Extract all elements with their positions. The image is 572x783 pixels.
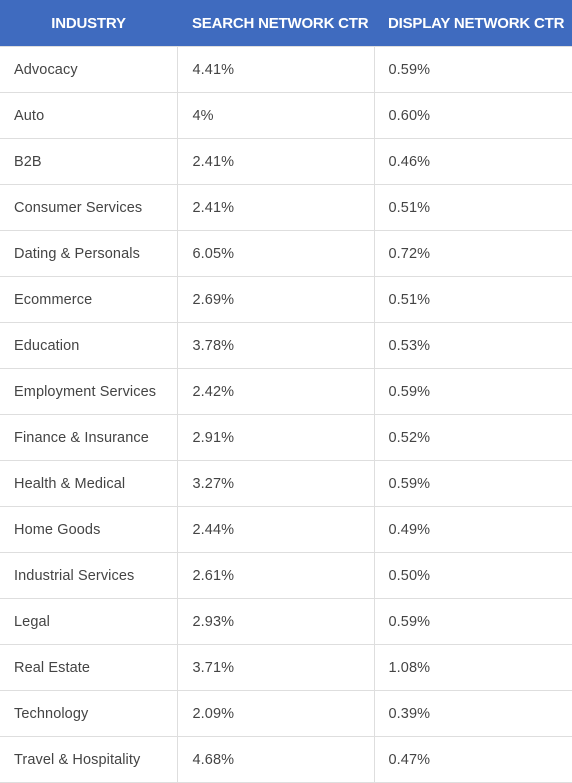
display-ctr-cell: 0.72% [373,230,572,277]
display-ctr-cell: 0.47% [373,736,572,783]
table-row: Auto 4% 0.60% [0,92,572,139]
display-ctr-cell: 0.39% [373,690,572,737]
table-row: Home Goods 2.44% 0.49% [0,506,572,553]
industry-cell: Dating & Personals [0,230,178,277]
table-body: Advocacy 4.41% 0.59% Auto 4% 0.60% B2B 2… [0,46,572,783]
table-row: Employment Services 2.42% 0.59% [0,368,572,415]
display-ctr-cell: 0.53% [373,322,572,369]
column-header-display-ctr: DISPLAY NETWORK CTR [374,0,572,47]
table-row: Travel & Hospitality 4.68% 0.47% [0,736,572,783]
industry-cell: Travel & Hospitality [0,736,178,783]
search-ctr-cell: 3.71% [176,644,375,691]
table-row: Ecommerce 2.69% 0.51% [0,276,572,323]
display-ctr-cell: 0.60% [373,92,572,139]
search-ctr-cell: 2.42% [176,368,375,415]
display-ctr-cell: 0.46% [373,138,572,185]
industry-cell: Health & Medical [0,460,178,507]
search-ctr-cell: 2.69% [176,276,375,323]
search-ctr-cell: 3.78% [176,322,375,369]
table-row: Real Estate 3.71% 1.08% [0,644,572,691]
search-ctr-cell: 2.41% [176,184,375,231]
table-row: Finance & Insurance 2.91% 0.52% [0,414,572,461]
industry-cell: Employment Services [0,368,178,415]
search-ctr-cell: 2.61% [176,552,375,599]
table-row: Dating & Personals 6.05% 0.72% [0,230,572,277]
industry-cell: Consumer Services [0,184,178,231]
display-ctr-cell: 0.52% [373,414,572,461]
industry-cell: Technology [0,690,178,737]
search-ctr-cell: 4.68% [176,736,375,783]
search-ctr-cell: 2.91% [176,414,375,461]
industry-cell: Finance & Insurance [0,414,178,461]
display-ctr-cell: 0.51% [373,276,572,323]
column-header-industry: INDUSTRY [0,0,177,47]
industry-cell: Legal [0,598,178,645]
display-ctr-cell: 0.50% [373,552,572,599]
display-ctr-cell: 1.08% [373,644,572,691]
industry-cell: Ecommerce [0,276,178,323]
search-ctr-cell: 6.05% [176,230,375,277]
search-ctr-cell: 2.44% [176,506,375,553]
display-ctr-cell: 0.59% [373,598,572,645]
search-ctr-cell: 4% [176,92,375,139]
industry-cell: Auto [0,92,178,139]
display-ctr-cell: 0.59% [373,46,572,93]
industry-cell: B2B [0,138,178,185]
table-row: B2B 2.41% 0.46% [0,138,572,185]
industry-cell: Home Goods [0,506,178,553]
display-ctr-cell: 0.49% [373,506,572,553]
industry-cell: Education [0,322,178,369]
table-row: Technology 2.09% 0.39% [0,690,572,737]
industry-cell: Industrial Services [0,552,178,599]
table-row: Legal 2.93% 0.59% [0,598,572,645]
display-ctr-cell: 0.59% [373,460,572,507]
industry-cell: Advocacy [0,46,178,93]
display-ctr-cell: 0.51% [373,184,572,231]
search-ctr-cell: 2.41% [176,138,375,185]
column-header-search-ctr: SEARCH NETWORK CTR [177,0,374,47]
industry-cell: Real Estate [0,644,178,691]
table-row: Consumer Services 2.41% 0.51% [0,184,572,231]
table-row: Health & Medical 3.27% 0.59% [0,460,572,507]
display-ctr-cell: 0.59% [373,368,572,415]
search-ctr-cell: 3.27% [176,460,375,507]
table-header: INDUSTRY SEARCH NETWORK CTR DISPLAY NETW… [0,0,572,47]
table-row: Industrial Services 2.61% 0.50% [0,552,572,599]
header-row: INDUSTRY SEARCH NETWORK CTR DISPLAY NETW… [0,0,572,47]
search-ctr-cell: 2.93% [176,598,375,645]
search-ctr-cell: 4.41% [176,46,375,93]
search-ctr-cell: 2.09% [176,690,375,737]
table-row: Education 3.78% 0.53% [0,322,572,369]
table-row: Advocacy 4.41% 0.59% [0,46,572,93]
